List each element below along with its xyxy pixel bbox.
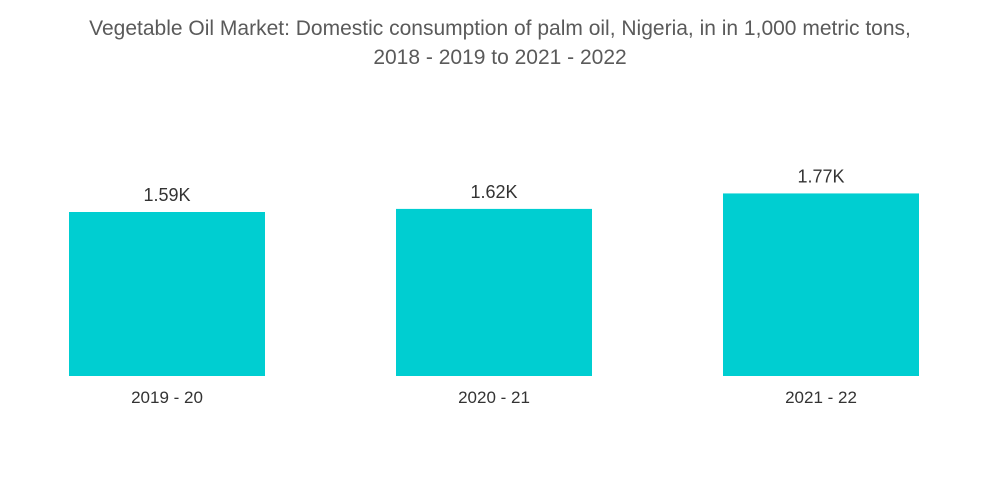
x-tick-label-2: 2020 - 21: [458, 388, 530, 407]
chart-title: Vegetable Oil Market: Domestic consumpti…: [0, 14, 1000, 72]
bar-1: [69, 212, 265, 376]
x-tick-label-1: 2019 - 20: [131, 388, 203, 407]
bar-2: [396, 208, 592, 376]
chart-title-line-2: 2018 - 2019 to 2021 - 2022: [373, 46, 627, 69]
data-label-1: 1.59K: [143, 185, 190, 205]
data-label-2: 1.62K: [470, 182, 517, 202]
chart-title-line-1: Vegetable Oil Market: Domestic consumpti…: [89, 17, 911, 40]
data-label-3: 1.77K: [797, 166, 844, 186]
bar-3: [723, 193, 919, 376]
x-tick-label-3: 2021 - 22: [785, 388, 857, 407]
